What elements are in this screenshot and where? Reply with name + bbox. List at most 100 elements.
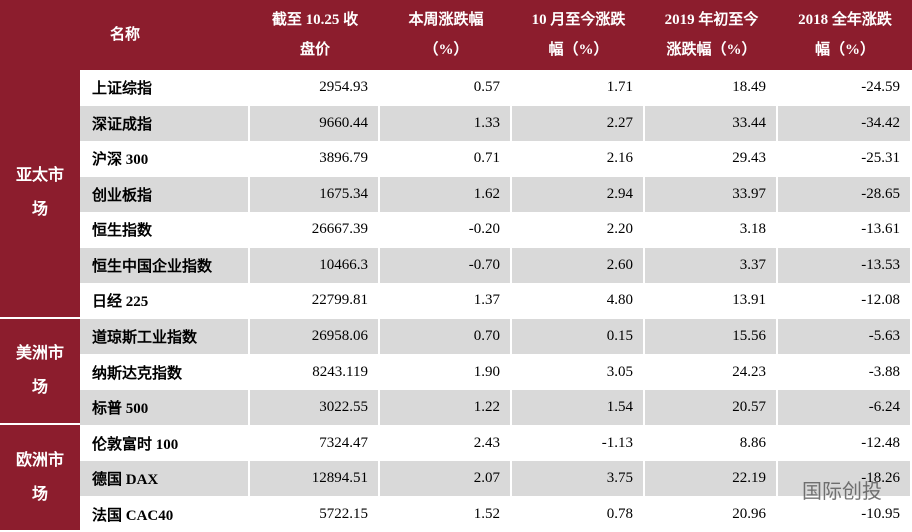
cell-text: 盘价 xyxy=(299,42,330,58)
cell-text: -13.53 xyxy=(861,256,900,273)
value-cell: -13.61 xyxy=(778,212,912,248)
cell-text: 0.57 xyxy=(473,79,500,96)
value-cell: 10466.3 xyxy=(250,247,380,284)
value-cell: 33.97 xyxy=(645,176,778,213)
name-cell: 纳斯达克指数 xyxy=(80,354,250,390)
value-cell: 1.52 xyxy=(380,496,512,532)
header-cell: 本周涨跌幅 （%） xyxy=(380,0,512,70)
cell-text: -10.95 xyxy=(861,505,900,522)
cell-text: -25.31 xyxy=(861,150,900,167)
cell-text: -12.08 xyxy=(861,292,900,309)
cell-text: 3022.55 xyxy=(319,399,368,416)
cell-text: 涨跌幅（%） xyxy=(666,42,757,58)
group-cell: 美洲市场 xyxy=(0,318,80,426)
cell-text: 日经 225 xyxy=(92,294,149,311)
cell-text: -28.65 xyxy=(861,185,900,202)
cell-text: 3.37 xyxy=(739,256,766,273)
cell-text: -6.24 xyxy=(868,399,900,416)
value-cell: 3.75 xyxy=(512,460,645,497)
value-cell: 3.37 xyxy=(645,247,778,284)
value-cell: 26667.39 xyxy=(250,212,380,248)
header-cell: 2018 全年涨跌 幅（%） xyxy=(778,0,912,70)
name-cell: 道琼斯工业指数 xyxy=(80,318,250,355)
cell-text: 10 月至今涨跌 xyxy=(531,12,626,28)
cell-text: 33.97 xyxy=(732,185,766,202)
cell-text: 0.70 xyxy=(473,328,500,345)
cell-text: 伦敦富时 100 xyxy=(92,436,179,453)
header-cell: 10 月至今涨跌 幅（%） xyxy=(512,0,645,70)
name-cell: 恒生中国企业指数 xyxy=(80,247,250,284)
cell-text: 恒生中国企业指数 xyxy=(92,258,213,275)
cell-text: 1.62 xyxy=(473,185,500,202)
cell-text: -34.42 xyxy=(861,114,900,131)
value-cell: -0.20 xyxy=(380,212,512,248)
cell-text: 纳斯达克指数 xyxy=(92,365,183,382)
value-cell: 33.44 xyxy=(645,105,778,142)
value-cell: 22.19 xyxy=(645,460,778,497)
cell-text: -18.26 xyxy=(861,470,900,487)
value-cell: -6.24 xyxy=(778,389,912,426)
cell-text: 3.05 xyxy=(606,363,633,380)
cell-text: 2.43 xyxy=(473,434,500,451)
cell-text: 1.54 xyxy=(606,399,633,416)
value-cell: 3896.79 xyxy=(250,141,380,177)
cell-text: 美洲市场 xyxy=(15,345,64,397)
cell-text: 3896.79 xyxy=(319,150,368,167)
value-cell: -1.13 xyxy=(512,425,645,461)
cell-text: 沪深 300 xyxy=(92,152,149,169)
cell-text: 9660.44 xyxy=(319,114,368,131)
cell-text: 0.78 xyxy=(606,505,633,522)
cell-text: 1.71 xyxy=(606,79,633,96)
value-cell: 7324.47 xyxy=(250,425,380,461)
value-cell: -5.63 xyxy=(778,318,912,355)
cell-text: 10466.3 xyxy=(319,256,368,273)
value-cell: -13.53 xyxy=(778,247,912,284)
value-cell: 3.05 xyxy=(512,354,645,390)
value-cell: -0.70 xyxy=(380,247,512,284)
value-cell: 3022.55 xyxy=(250,389,380,426)
value-cell: 2.16 xyxy=(512,141,645,177)
value-cell: -12.48 xyxy=(778,425,912,461)
cell-text: 2019 年初至今 xyxy=(664,12,759,28)
cell-text: （%） xyxy=(423,42,469,58)
cell-text: -12.48 xyxy=(861,434,900,451)
name-cell: 深证成指 xyxy=(80,105,250,142)
cell-text: 13.91 xyxy=(732,292,766,309)
cell-text: 3.75 xyxy=(606,470,633,487)
cell-text: -3.88 xyxy=(868,363,900,380)
value-cell: 9660.44 xyxy=(250,105,380,142)
cell-text: 5722.15 xyxy=(319,505,368,522)
value-cell: 0.57 xyxy=(380,70,512,106)
value-cell: 4.80 xyxy=(512,283,645,319)
name-cell: 上证综指 xyxy=(80,70,250,106)
cell-text: 29.43 xyxy=(732,150,766,167)
value-cell: 2.94 xyxy=(512,176,645,213)
value-cell: 0.70 xyxy=(380,318,512,355)
cell-text: 1.37 xyxy=(473,292,500,309)
cell-text: 7324.47 xyxy=(319,434,368,451)
cell-text: 欧洲市场 xyxy=(15,451,64,503)
value-cell: 2954.93 xyxy=(250,70,380,106)
cell-text: 24.23 xyxy=(732,363,766,380)
cell-text: 道琼斯工业指数 xyxy=(92,330,198,347)
watermark: 国际创投 xyxy=(802,479,882,503)
value-cell: -3.88 xyxy=(778,354,912,390)
cell-text: 幅（%） xyxy=(814,42,875,58)
value-cell: -18.26 xyxy=(778,460,912,497)
value-cell: 2.07 xyxy=(380,460,512,497)
name-cell: 恒生指数 xyxy=(80,212,250,248)
value-cell: 8.86 xyxy=(645,425,778,461)
cell-text: 截至 10.25 收 xyxy=(271,12,359,28)
value-cell: 1.33 xyxy=(380,105,512,142)
value-cell: 8243.119 xyxy=(250,354,380,390)
cell-text: 2.16 xyxy=(606,150,633,167)
value-cell: 22799.81 xyxy=(250,283,380,319)
cell-text: 0.15 xyxy=(606,328,633,345)
cell-text: 1675.34 xyxy=(319,185,368,202)
cell-text: 上证综指 xyxy=(92,81,153,98)
value-cell: -28.65 xyxy=(778,176,912,213)
cell-text: 22799.81 xyxy=(311,292,368,309)
header-cell: 截至 10.25 收盘价 xyxy=(250,0,380,70)
value-cell: 1.22 xyxy=(380,389,512,426)
cell-text: 22.19 xyxy=(732,470,766,487)
